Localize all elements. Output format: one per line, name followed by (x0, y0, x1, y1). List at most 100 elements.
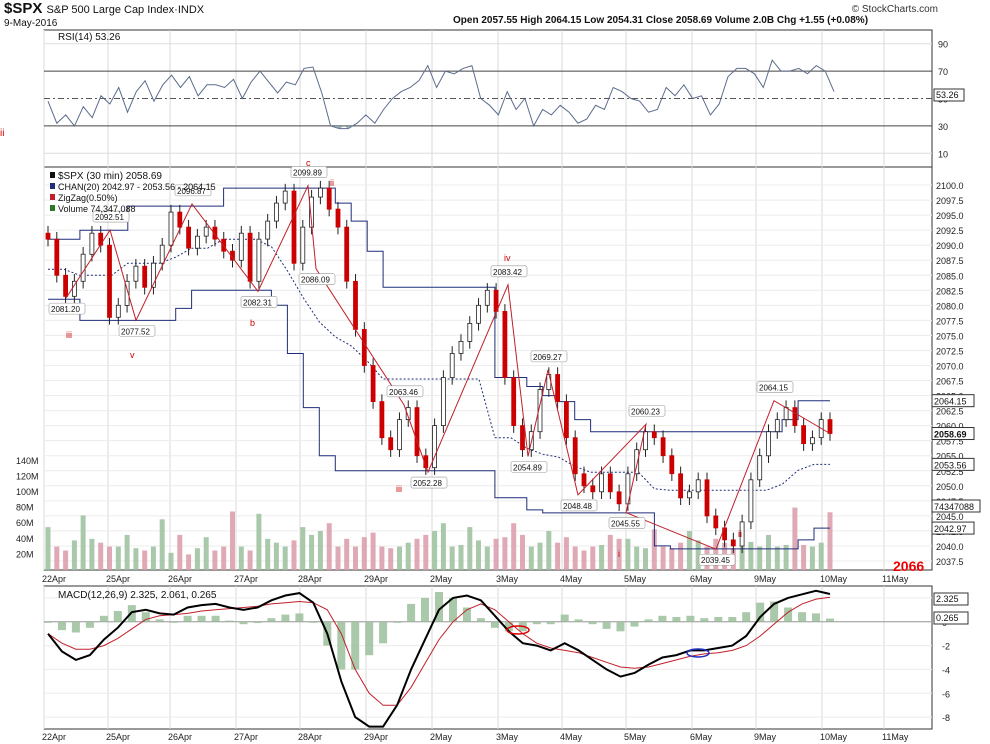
macd-histogram-bar (770, 601, 779, 622)
candle-body (405, 407, 411, 421)
macd-histogram-bar (113, 611, 122, 622)
volume-bar (45, 527, 51, 570)
pivot-label: 2086.09 (301, 276, 330, 285)
volume-tick-label: 40M (16, 534, 34, 544)
macd-histogram-bar (393, 621, 402, 623)
brand-watermark[interactable]: © StockCharts.com (851, 4, 938, 15)
volume-bar (212, 550, 218, 570)
volume-bar (520, 534, 525, 570)
price-tick-label: 2082.5 (936, 286, 964, 296)
volume-bar (607, 534, 613, 570)
macd-hist-value: 0.265 (936, 613, 959, 623)
volume-bar (230, 511, 235, 570)
candle-body (388, 437, 394, 451)
volume-bar (590, 546, 596, 570)
current-value-label: 2064.15 (934, 397, 967, 407)
candle-body (379, 401, 385, 439)
current-value-box (931, 521, 975, 535)
volume-bar (625, 538, 631, 570)
price-tick-label: 2067.5 (936, 377, 964, 387)
price-tick-label: 2095.0 (936, 211, 964, 221)
volume-bar (783, 545, 789, 570)
macd-histogram-bar (365, 621, 374, 656)
volume-tick-label: 140M (16, 456, 39, 466)
x-axis-label: 29Apr (364, 574, 388, 584)
volume-bar (809, 546, 815, 570)
macd-histogram-bar (197, 615, 206, 622)
pivot-label-box (410, 476, 448, 489)
volume-bar (71, 540, 77, 570)
macd-histogram-bar (183, 615, 192, 622)
volume-bar (194, 548, 200, 570)
x-axis-label: 28Apr (298, 574, 322, 584)
macd-histogram-bar (476, 618, 485, 622)
pivot-label: 2045.55 (611, 520, 640, 529)
volume-bar (265, 538, 271, 570)
volume-bar (634, 546, 640, 570)
rsi-tick-label: 30 (938, 122, 948, 132)
legend-swatch (50, 172, 55, 178)
price-tick-label: 2085.0 (936, 271, 964, 281)
volume-tick-label: 100M (16, 487, 39, 497)
macd-tick-label: -4 (942, 665, 950, 675)
candle-body (572, 437, 578, 475)
ticker-symbol: $SPX S&P 500 Large Cap Index·INDX (4, 0, 204, 17)
volume-bar (256, 513, 262, 570)
pivot-label: 2064.15 (759, 384, 788, 393)
volume-bar (405, 542, 411, 570)
macd-histogram-bar (672, 617, 681, 622)
candle-body (89, 232, 95, 255)
legend-swatch (50, 205, 55, 211)
volume-bar (388, 548, 394, 570)
pivot-label-box (290, 166, 328, 179)
candle-body (564, 401, 569, 439)
pivot-label: 2077.52 (121, 327, 150, 336)
volume-bar (695, 540, 701, 570)
volume-bar (150, 546, 156, 570)
macd-histogram-bar (309, 621, 318, 623)
wave-label: iii (66, 330, 72, 340)
volume-bar (238, 546, 244, 570)
macd-tick-label: -8 (942, 713, 950, 723)
candle-body (774, 419, 780, 433)
candle-body (748, 479, 754, 523)
volume-bar (801, 545, 807, 570)
volume-bar (282, 546, 288, 570)
volume-bar (177, 534, 183, 570)
macd-histogram-bar (504, 621, 513, 632)
candle-body (203, 226, 209, 237)
candle-body (827, 419, 833, 434)
macd-current-box (933, 592, 969, 606)
candle-body (186, 226, 192, 249)
x-axis-label-bottom: 28Apr (298, 732, 322, 742)
candle-body (335, 208, 341, 228)
x-axis-label: 11May (882, 574, 909, 584)
macd-histogram-bar (532, 621, 541, 625)
pivot-label: 2092.51 (95, 213, 124, 222)
rsi-tick-label: 70 (938, 67, 948, 77)
price-panel (43, 166, 933, 571)
volume-bar (133, 548, 139, 570)
candle-body (502, 310, 508, 378)
macd-histogram-bar (407, 603, 416, 622)
wave-label: iii (396, 484, 402, 494)
volume-bar (326, 523, 332, 570)
pivot-label: 2048.48 (563, 502, 592, 511)
x-axis-label: 22Apr (42, 574, 66, 584)
wave-label: iv (504, 253, 511, 263)
candle-body (300, 226, 306, 264)
volume-bar (484, 546, 490, 570)
x-axis-label-bottom: 27Apr (234, 732, 258, 742)
pivot-label-box (510, 461, 548, 473)
volume-bar (581, 550, 587, 570)
price-tick-label: 2070.0 (936, 361, 964, 371)
current-value-label: 2042.97 (934, 524, 967, 534)
volume-tick-label: 20M (16, 549, 34, 559)
pivot-label-box (560, 499, 598, 512)
volume-bar (686, 531, 692, 570)
candle-body (361, 328, 367, 366)
volume-bar (432, 531, 438, 570)
macd-histogram-bar (798, 612, 807, 622)
pivot-label: 2054.89 (513, 463, 542, 472)
